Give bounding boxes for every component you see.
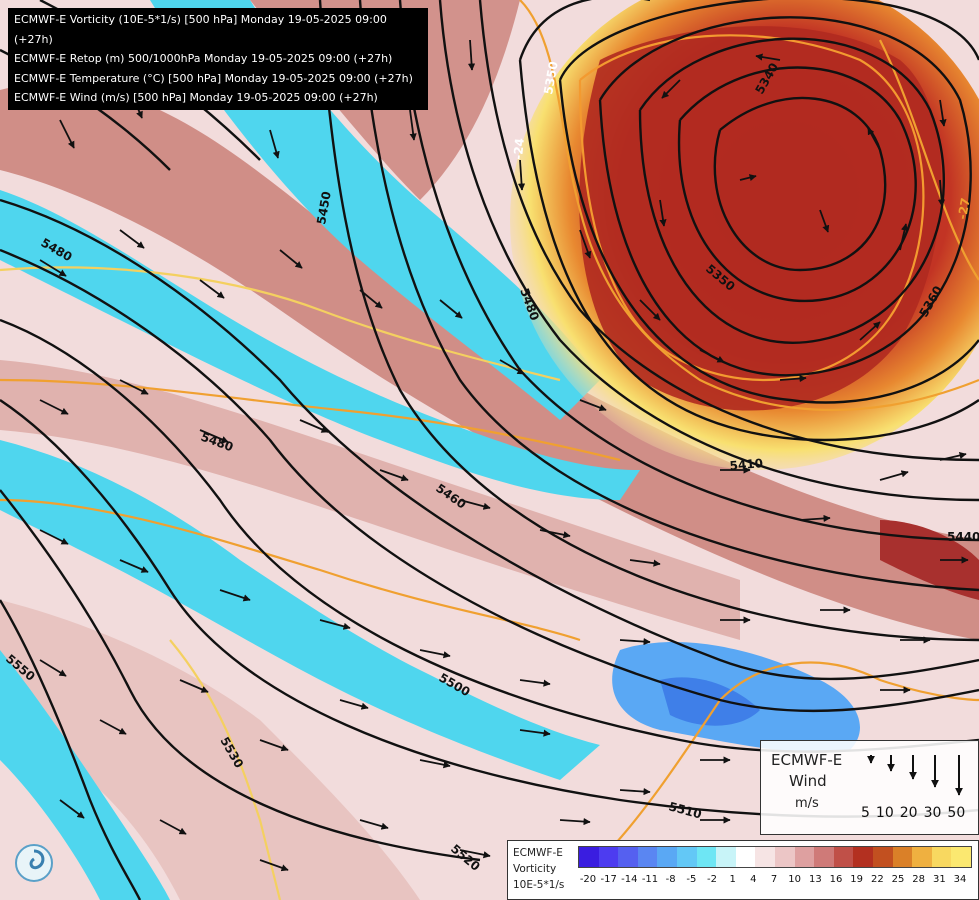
color-tick-label: 10 — [788, 874, 802, 885]
negative-vorticity-band — [0, 650, 170, 900]
wind-speed-label: 30 — [923, 805, 942, 821]
header-line-temperature: ECMWF-E Temperature (°C) [500 hPa] Monda… — [14, 71, 413, 85]
logo-icon — [15, 844, 53, 882]
color-tick-label: -17 — [600, 874, 617, 885]
color-swatch — [951, 847, 971, 867]
header-line-retop: ECMWF-E Retop (m) 500/1000hPa Monday 19-… — [14, 52, 393, 65]
wind-speed-label: 20 — [899, 805, 918, 821]
color-tick-label: 28 — [912, 874, 926, 885]
color-tick-label: 25 — [891, 874, 905, 885]
negative-vorticity-band — [0, 440, 600, 780]
color-swatch — [579, 847, 599, 867]
color-swatch — [931, 847, 952, 867]
color-swatch — [735, 847, 756, 867]
positive-vorticity-band — [880, 520, 979, 600]
color-swatch — [774, 847, 795, 867]
color-swatch — [872, 847, 893, 867]
wind-speed-label: 5 — [861, 805, 870, 821]
color-swatch — [814, 847, 834, 867]
color-tick-label: -14 — [621, 874, 638, 885]
header-line-wind: ECMWF-E Wind (m/s) [500 hPa] Monday 19-0… — [14, 91, 378, 104]
color-swatch — [853, 847, 873, 867]
color-swatch — [794, 847, 815, 867]
color-tick-label: 22 — [870, 874, 884, 885]
color-swatch — [676, 847, 697, 867]
wind-speed-label: 50 — [947, 805, 966, 821]
wind-speed-label: 10 — [875, 805, 894, 821]
wind-legend-title: ECMWF-E — [771, 751, 843, 769]
color-swatch — [657, 847, 677, 867]
color-tick-label: 34 — [953, 874, 967, 885]
contour-label: 5440 — [947, 530, 979, 544]
color-tick-label: 13 — [808, 874, 822, 885]
color-swatch — [637, 847, 658, 867]
color-swatch — [598, 847, 619, 867]
color-tick-label: -8 — [665, 874, 676, 885]
color-swatch — [912, 847, 932, 867]
color-swatch — [892, 847, 913, 867]
wind-legend-speeds: 5 10 20 30 50 — [861, 805, 971, 821]
color-swatch — [755, 847, 775, 867]
color-legend-line2: Vorticity — [513, 863, 557, 875]
color-tick-label: -11 — [641, 874, 659, 885]
color-swatch — [618, 847, 638, 867]
color-legend-line1: ECMWF-E — [513, 847, 563, 859]
contour-label: 5410 — [729, 456, 763, 473]
negative-vorticity-band — [0, 190, 640, 500]
contour-label: -24 — [511, 137, 527, 160]
header-line-vorticity: ECMWF-E Vorticity (10E-5*1/s) [500 hPa] … — [14, 13, 387, 46]
vorticity-color-legend: ECMWF-E Vorticity 10E-5*1/s -20 -17 -14 -11… — [507, 840, 979, 900]
contour-label: 5350 — [541, 60, 561, 95]
color-swatch — [696, 847, 717, 867]
color-tick-label: -20 — [579, 874, 597, 885]
contour-label: 5450 — [314, 190, 334, 225]
positive-vorticity-band — [0, 360, 740, 640]
wind-legend-arrows — [867, 755, 963, 796]
color-tick-label: -5 — [686, 874, 697, 885]
color-tick-label: 1 — [729, 874, 736, 885]
color-swatch — [833, 847, 854, 867]
color-tick-label: 16 — [829, 874, 843, 885]
color-tick-label: -2 — [707, 874, 717, 885]
contour-label: -27 — [955, 197, 973, 221]
wind-legend: ECMWF-E Wind m/s 5 10 20 30 50 — [760, 740, 979, 835]
color-tick-label: 19 — [850, 874, 864, 885]
color-legend-line3: 10E-5*1/s — [513, 879, 565, 891]
color-tick-label: 4 — [750, 874, 757, 885]
color-swatch — [716, 847, 736, 867]
color-tick-label: 31 — [932, 874, 946, 885]
vorticity-max-core — [579, 26, 942, 411]
map-header: ECMWF-E Vorticity (10E-5*1/s) [500 hPa] … — [8, 8, 428, 110]
wind-legend-subtitle: Wind — [789, 772, 827, 790]
wind-legend-unit: m/s — [795, 796, 819, 811]
color-scale-bar — [578, 846, 972, 868]
color-tick-label: 7 — [770, 874, 778, 885]
